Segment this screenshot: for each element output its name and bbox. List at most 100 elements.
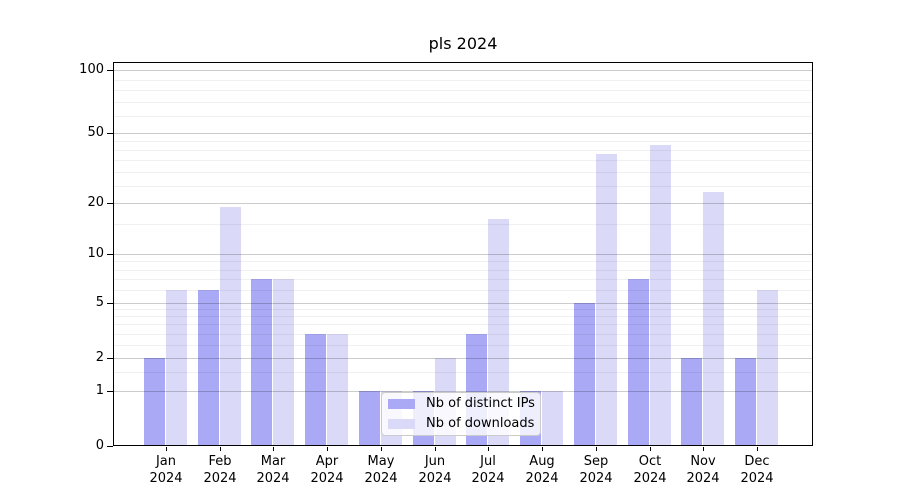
gridline-minor-30 (113, 172, 813, 173)
bar-downloads-mar (273, 279, 294, 446)
bar-distinct-ips-mar (251, 279, 272, 446)
x-tick-label-month: Jun (424, 454, 446, 469)
legend-item-downloads: Nb of downloads (388, 416, 535, 432)
y-tick-1 (107, 391, 113, 392)
x-tick-label-month: Aug (529, 454, 555, 469)
x-tick-label-month: May (367, 454, 395, 469)
y-tick-20 (107, 203, 113, 204)
x-tick-nov (703, 447, 704, 451)
bar-distinct-ips-dec (735, 358, 756, 446)
bar-downloads-apr (327, 334, 348, 446)
gridline-minor-70 (113, 102, 813, 103)
y-tick-0 (107, 446, 113, 447)
x-tick-label-mar: Mar 2024 (243, 453, 303, 487)
x-tick-label-aug: Aug 2024 (512, 453, 572, 487)
bar-distinct-ips-jan (144, 358, 165, 446)
gridline-minor-3 (113, 334, 813, 335)
x-tick-dec (757, 447, 758, 451)
gridline-major-5 (113, 303, 813, 304)
x-tick-label-year: 2024 (740, 471, 774, 486)
y-tick-label-20: 20 (87, 195, 104, 210)
y-tick-label-50: 50 (87, 125, 104, 140)
gridline-minor-90 (113, 80, 813, 81)
legend-swatch-downloads (388, 419, 415, 429)
y-tick-label-5: 5 (95, 295, 104, 310)
x-tick-label-month: Oct (638, 454, 662, 469)
x-tick-label-year: 2024 (310, 471, 344, 486)
x-tick-label-year: 2024 (149, 471, 183, 486)
x-tick-label-month: Apr (315, 454, 339, 469)
x-tick-label-month: Sep (583, 454, 609, 469)
legend-label-downloads: Nb of downloads (426, 416, 535, 431)
x-tick-jul (488, 447, 489, 451)
gridline-minor-8 (113, 270, 813, 271)
gridline-minor-40 (113, 150, 813, 151)
gridline-minor-35 (113, 160, 813, 161)
x-tick-label-nov: Nov 2024 (673, 453, 733, 487)
gridline-minor-9 (113, 261, 813, 262)
x-tick-label-jun: Jun 2024 (405, 453, 465, 487)
legend-label-distinct-ips: Nb of distinct IPs (426, 396, 535, 411)
x-tick-label-jan: Jan 2024 (136, 453, 196, 487)
x-tick-label-year: 2024 (364, 471, 398, 486)
x-tick-label-sep: Sep 2024 (566, 453, 626, 487)
gridline-minor-80 (113, 90, 813, 91)
y-tick-label-2: 2 (95, 350, 104, 365)
y-tick-label-10: 10 (87, 246, 104, 261)
bar-downloads-jul (488, 219, 509, 446)
gridline-minor-2-5 (113, 345, 813, 346)
gridline-major-50 (113, 133, 813, 134)
x-tick-label-year: 2024 (525, 471, 559, 486)
x-tick-aug (542, 447, 543, 451)
x-tick-label-dec: Dec 2024 (727, 453, 787, 487)
chart-title: pls 2024 (428, 34, 498, 53)
gridline-major-20 (113, 203, 813, 204)
bar-distinct-ips-sep (574, 303, 595, 446)
bar-distinct-ips-feb (198, 290, 219, 446)
y-tick-10 (107, 254, 113, 255)
bar-downloads-jan (166, 290, 187, 446)
bar-downloads-oct (650, 145, 671, 446)
gridline-major-100 (113, 70, 813, 71)
gridline-minor-45 (113, 141, 813, 142)
x-tick-mar (273, 447, 274, 451)
x-tick-oct (650, 447, 651, 451)
x-tick-label-month: Feb (208, 454, 232, 469)
bar-downloads-sep (596, 154, 617, 446)
gridline-minor-4-5 (113, 309, 813, 310)
x-tick-label-month: Nov (690, 454, 716, 469)
legend: Nb of distinct IPs Nb of downloads (381, 392, 541, 436)
x-tick-may (381, 447, 382, 451)
y-tick-50 (107, 133, 113, 134)
gridline-minor-6 (113, 290, 813, 291)
legend-swatch-distinct-ips (388, 399, 415, 409)
x-tick-apr (327, 447, 328, 451)
gridline-minor-25 (113, 186, 813, 187)
bar-downloads-nov (703, 192, 724, 446)
x-tick-label-year: 2024 (418, 471, 452, 486)
bar-distinct-ips-may (359, 391, 380, 446)
gridline-major-10 (113, 254, 813, 255)
x-tick-label-year: 2024 (256, 471, 290, 486)
x-tick-label-year: 2024 (203, 471, 237, 486)
x-tick-label-month: Jan (155, 454, 177, 469)
grid-layer (113, 62, 813, 446)
y-tick-5 (107, 303, 113, 304)
x-tick-feb (220, 447, 221, 451)
y-tick-label-1: 1 (95, 383, 104, 398)
x-tick-label-year: 2024 (686, 471, 720, 486)
plot-area: Nb of distinct IPs Nb of downloads (113, 62, 813, 446)
gridline-major-2 (113, 358, 813, 359)
bar-downloads-dec (757, 290, 778, 446)
bar-distinct-ips-apr (305, 334, 326, 446)
gridline-minor-60 (113, 116, 813, 117)
bar-downloads-aug (542, 391, 563, 446)
x-tick-label-apr: Apr 2024 (297, 453, 357, 487)
x-tick-jun (435, 447, 436, 451)
x-tick-label-feb: Feb 2024 (190, 453, 250, 487)
y-tick-100 (107, 70, 113, 71)
y-tick-label-100: 100 (79, 62, 104, 77)
gridline-minor-3-5 (113, 324, 813, 325)
bar-downloads-feb (220, 207, 241, 446)
